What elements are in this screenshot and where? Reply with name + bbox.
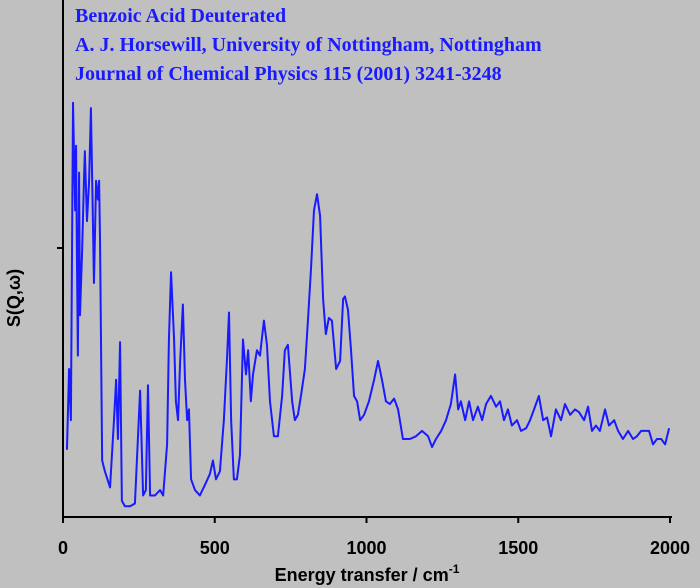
x-tick-label: 2000 bbox=[650, 538, 690, 558]
x-axis-label: Energy transfer / cm-1 bbox=[275, 562, 460, 585]
y-axis-label: S(Q,ω) bbox=[4, 269, 24, 327]
chart-title: A. J. Horsewill, University of Nottingha… bbox=[75, 34, 542, 56]
x-tick-label: 0 bbox=[58, 538, 68, 558]
x-axis-label-superscript: -1 bbox=[449, 562, 460, 576]
x-axis-label-text: Energy transfer / cm bbox=[275, 565, 449, 585]
x-tick-label: 500 bbox=[200, 538, 230, 558]
chart-title: Journal of Chemical Physics 115 (2001) 3… bbox=[75, 63, 502, 85]
x-tick-label: 1000 bbox=[346, 538, 386, 558]
x-tick-label: 1500 bbox=[498, 538, 538, 558]
chart-title: Benzoic Acid Deuterated bbox=[75, 5, 286, 27]
spectrum-line bbox=[65, 101, 671, 508]
